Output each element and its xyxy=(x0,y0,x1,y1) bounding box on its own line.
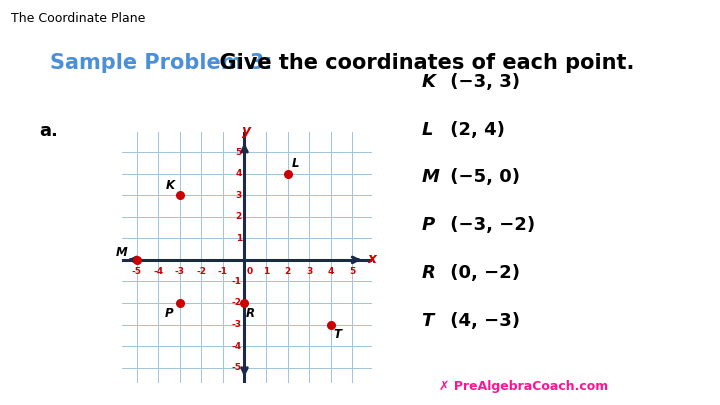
Text: M: M xyxy=(421,168,439,186)
Text: K: K xyxy=(166,179,175,192)
Text: R: R xyxy=(246,307,255,320)
Text: P: P xyxy=(165,307,174,320)
Text: 1: 1 xyxy=(263,267,269,276)
Text: -3: -3 xyxy=(232,320,242,329)
Text: 3: 3 xyxy=(306,267,312,276)
Text: ✗ PreAlgebraCoach.com: ✗ PreAlgebraCoach.com xyxy=(439,380,608,393)
Text: 2: 2 xyxy=(284,267,291,276)
Text: x: x xyxy=(367,252,377,266)
Text: -2: -2 xyxy=(197,267,207,276)
Text: -5: -5 xyxy=(132,267,142,276)
Text: -4: -4 xyxy=(232,341,242,351)
Text: 4: 4 xyxy=(235,169,242,178)
Text: 0: 0 xyxy=(246,267,253,276)
Text: 5: 5 xyxy=(349,267,356,276)
Text: (−3, 3): (−3, 3) xyxy=(444,73,521,91)
Text: (4, −3): (4, −3) xyxy=(444,312,521,330)
Text: 2: 2 xyxy=(235,212,242,221)
Text: 3: 3 xyxy=(235,191,242,200)
Text: The Coordinate Plane: The Coordinate Plane xyxy=(11,12,145,25)
Text: (2, 4): (2, 4) xyxy=(444,121,505,139)
Text: (0, −2): (0, −2) xyxy=(444,264,521,282)
Text: 1: 1 xyxy=(235,234,242,243)
Text: 5: 5 xyxy=(235,147,242,157)
Text: K: K xyxy=(421,73,435,91)
Text: -5: -5 xyxy=(232,363,242,372)
Text: 4: 4 xyxy=(328,267,334,276)
Text: y: y xyxy=(242,124,251,138)
Text: (−3, −2): (−3, −2) xyxy=(444,216,536,234)
Text: -3: -3 xyxy=(175,267,185,276)
Text: (−5, 0): (−5, 0) xyxy=(444,168,521,186)
Text: M: M xyxy=(116,246,127,259)
Text: -1: -1 xyxy=(232,277,242,286)
Text: -4: -4 xyxy=(153,267,163,276)
Text: -2: -2 xyxy=(232,298,242,307)
Text: P: P xyxy=(421,216,434,234)
Text: T: T xyxy=(421,312,433,330)
Text: a.: a. xyxy=(40,122,58,139)
Text: Sample Problem 3:: Sample Problem 3: xyxy=(50,53,273,72)
Text: L: L xyxy=(292,158,299,171)
Text: T: T xyxy=(333,328,341,341)
Text: Give the coordinates of each point.: Give the coordinates of each point. xyxy=(205,53,634,72)
Text: L: L xyxy=(421,121,433,139)
Text: R: R xyxy=(421,264,435,282)
Text: -1: -1 xyxy=(218,267,228,276)
